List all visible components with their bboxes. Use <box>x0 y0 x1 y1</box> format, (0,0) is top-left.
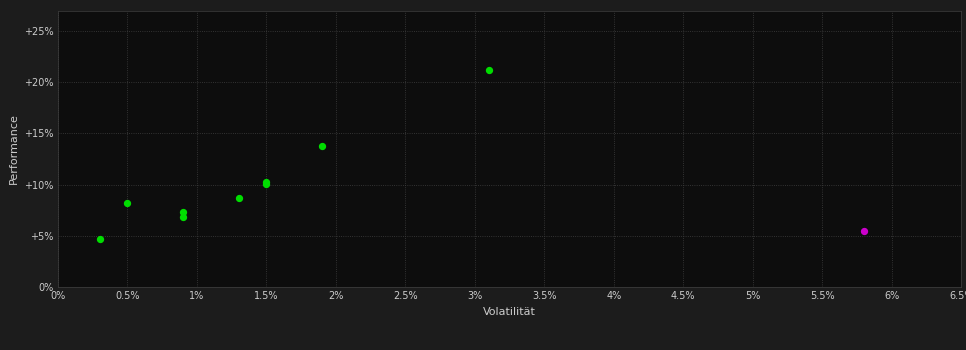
X-axis label: Volatilität: Volatilität <box>483 307 536 317</box>
Y-axis label: Performance: Performance <box>9 113 18 184</box>
Point <box>481 67 497 73</box>
Point <box>120 200 135 206</box>
Point <box>259 181 274 186</box>
Point <box>231 195 246 201</box>
Point <box>92 236 107 241</box>
Point <box>259 179 274 184</box>
Point <box>856 228 871 233</box>
Point <box>314 143 329 148</box>
Point <box>175 209 190 215</box>
Point <box>175 215 190 220</box>
